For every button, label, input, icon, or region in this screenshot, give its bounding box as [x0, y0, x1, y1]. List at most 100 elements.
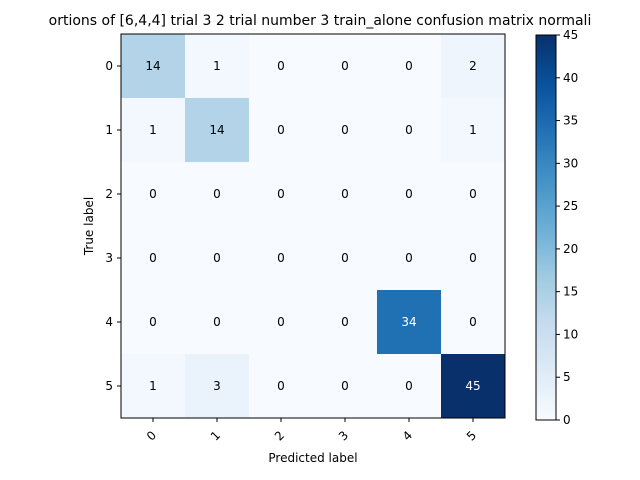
y-ticks: 0 1 2 3 4 5 — [105, 59, 121, 393]
colorbar-tick-label: 25 — [563, 199, 578, 213]
heatmap-cell — [377, 290, 441, 354]
heatmap-cell — [441, 162, 505, 226]
colorbar-tick-label: 35 — [563, 114, 578, 128]
cell-value-label: 0 — [277, 379, 285, 393]
heatmap-cell — [313, 34, 377, 98]
colorbar-tick-label: 15 — [563, 285, 578, 299]
heatmap-cell — [313, 290, 377, 354]
heatmap-cell — [121, 34, 185, 98]
heatmap-cell — [121, 290, 185, 354]
y-axis-label: True label — [82, 197, 96, 256]
heatmap-cell — [185, 162, 249, 226]
heatmap-cell — [377, 354, 441, 418]
cell-value-label: 34 — [401, 315, 416, 329]
heatmap-cell — [313, 226, 377, 290]
colorbar-tick-label: 30 — [563, 156, 578, 170]
cell-value-label: 14 — [145, 59, 160, 73]
x-axis-label: Predicted label — [268, 451, 357, 465]
heatmap-cell — [121, 98, 185, 162]
cell-value-label: 1 — [149, 379, 157, 393]
x-tick-label: 5 — [464, 428, 479, 443]
heatmap-cell — [249, 226, 313, 290]
colorbar-tick-label: 20 — [563, 242, 578, 256]
plot-frame — [120, 33, 506, 419]
y-tick-label: 5 — [105, 379, 113, 393]
cell-value-label: 0 — [341, 379, 349, 393]
y-tick-label: 4 — [105, 315, 113, 329]
cell-value-label: 14 — [209, 123, 224, 137]
x-tick-label: 3 — [336, 428, 351, 443]
heatmap-cell — [249, 290, 313, 354]
colorbar: 0 5 10 15 20 25 30 35 40 45 — [535, 28, 578, 427]
cell-value-label: 2 — [469, 59, 477, 73]
heatmap-cell — [441, 290, 505, 354]
heatmap-cell — [249, 98, 313, 162]
cell-value-label: 0 — [213, 315, 221, 329]
heatmap-cell — [249, 34, 313, 98]
heatmap-cell — [313, 162, 377, 226]
heatmap-cell — [249, 162, 313, 226]
colorbar-tick-label: 5 — [563, 370, 571, 384]
y-tick-label: 0 — [105, 59, 113, 73]
cell-value-label: 1 — [149, 123, 157, 137]
cell-value-label: 0 — [405, 379, 413, 393]
cell-value-label: 0 — [469, 187, 477, 201]
heatmap-cell — [249, 354, 313, 418]
colorbar-gradient — [535, 34, 557, 421]
y-tick-label: 1 — [105, 123, 113, 137]
heatmap-cell — [121, 162, 185, 226]
heatmap-cell — [377, 162, 441, 226]
colorbar-tick-label: 40 — [563, 71, 578, 85]
cell-value-label: 0 — [149, 251, 157, 265]
cell-value-label: 1 — [469, 123, 477, 137]
cell-value-label: 0 — [277, 251, 285, 265]
x-tick-label: 0 — [144, 428, 159, 443]
cell-value-label: 0 — [405, 251, 413, 265]
heatmap-cell — [377, 34, 441, 98]
cell-value-label: 0 — [405, 123, 413, 137]
cell-value-label: 1 — [213, 59, 221, 73]
cell-value-label: 0 — [213, 251, 221, 265]
chart-title: ortions of [6,4,4] trial 3 2 trial numbe… — [49, 13, 592, 29]
heatmap-cell — [441, 226, 505, 290]
heatmap-cells: 14 1 0 0 0 2 1 14 0 0 0 1 0 0 0 0 0 0 0 0 0 0 0 0 0 0 0 0 34 0 1 3 0 0 0 45 — [121, 34, 505, 418]
cell-value-label: 0 — [277, 187, 285, 201]
heatmap-cell — [377, 98, 441, 162]
y-tick-label: 3 — [105, 251, 113, 265]
cell-value-label: 0 — [341, 59, 349, 73]
heatmap-cell — [185, 98, 249, 162]
cell-value-label: 0 — [213, 187, 221, 201]
heatmap-cell — [185, 226, 249, 290]
cell-value-label: 0 — [469, 251, 477, 265]
cell-value-label: 3 — [213, 379, 221, 393]
heatmap-cell — [121, 354, 185, 418]
cell-value-label: 0 — [341, 123, 349, 137]
cell-value-label: 0 — [405, 59, 413, 73]
cell-value-label: 0 — [405, 187, 413, 201]
cell-value-label: 0 — [341, 187, 349, 201]
x-ticks: 0 1 2 3 4 5 — [144, 418, 479, 444]
heatmap-cell — [313, 98, 377, 162]
x-tick-label: 4 — [400, 428, 415, 443]
cell-value-label: 0 — [341, 251, 349, 265]
x-tick-label: 2 — [272, 428, 287, 443]
heatmap-cell — [313, 354, 377, 418]
cell-value-label: 0 — [149, 315, 157, 329]
heatmap-cell — [441, 354, 505, 418]
heatmap-cell — [185, 34, 249, 98]
cell-value-label: 0 — [277, 315, 285, 329]
heatmap-cell — [441, 34, 505, 98]
cell-value-label: 0 — [341, 315, 349, 329]
heatmap-cell — [185, 354, 249, 418]
heatmap-cell — [121, 226, 185, 290]
cell-value-label: 0 — [277, 59, 285, 73]
cell-value-label: 0 — [149, 187, 157, 201]
colorbar-tick-label: 10 — [563, 327, 578, 341]
heatmap-cell — [377, 226, 441, 290]
cell-value-label: 0 — [469, 315, 477, 329]
colorbar-tick-label: 0 — [563, 413, 571, 427]
heatmap-cell — [441, 98, 505, 162]
cell-value-label: 45 — [465, 379, 480, 393]
x-tick-label: 1 — [208, 428, 223, 443]
